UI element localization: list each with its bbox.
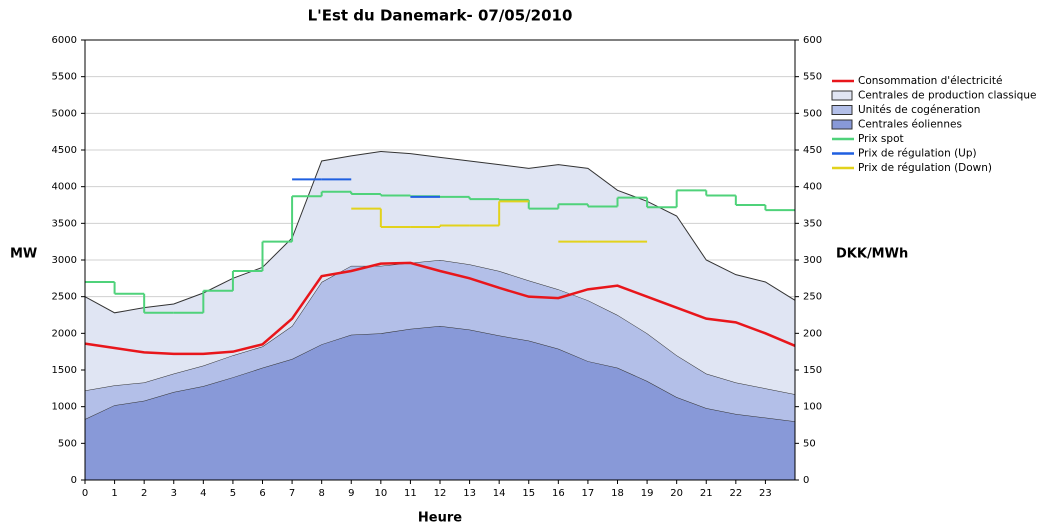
x-tick-label: 13	[463, 488, 476, 499]
y2-tick-label: 150	[803, 365, 822, 376]
line-series	[84, 261, 796, 356]
y2-tick-label: 500	[803, 108, 822, 119]
x-tick-label: 12	[434, 488, 447, 499]
y-tick-label: 500	[58, 438, 77, 449]
y-tick-label: 3000	[52, 255, 77, 266]
x-tick-label: 8	[318, 488, 324, 499]
stacked-area	[85, 326, 795, 480]
x-tick-label: 15	[522, 488, 535, 499]
y-tick-label: 5000	[52, 108, 77, 119]
y-tick-label: 2000	[52, 328, 77, 339]
legend-swatch	[831, 119, 853, 130]
x-tick-label: 20	[670, 488, 683, 499]
x-tick-label: 23	[759, 488, 772, 499]
x-tick-label: 19	[641, 488, 654, 499]
x-tick-label: 6	[259, 488, 265, 499]
legend-label: Prix de régulation (Up)	[858, 148, 977, 160]
x-tick-label: 0	[82, 488, 88, 499]
y2-tick-label: 300	[803, 255, 822, 266]
x-tick-label: 4	[200, 488, 206, 499]
y2-axis-title: DKK/MWh	[836, 247, 908, 262]
y-tick-label: 1000	[52, 402, 77, 413]
y-tick-label: 5500	[52, 72, 77, 83]
chart-title: L'Est du Danemark- 07/05/2010	[308, 7, 573, 25]
y2-tick-label: 0	[803, 475, 809, 486]
stacked-area	[85, 151, 795, 395]
y2-tick-label: 600	[803, 35, 822, 46]
x-tick-label: 3	[171, 488, 177, 499]
legend-label: Unités de cogéneration	[858, 104, 980, 116]
y2-tick-label: 200	[803, 328, 822, 339]
y-tick-label: 3500	[52, 218, 77, 229]
y2-tick-label: 550	[803, 72, 822, 83]
x-tick-label: 9	[348, 488, 354, 499]
legend-label: Consommation d'électricité	[858, 75, 1002, 87]
legend-swatch	[831, 90, 853, 101]
x-tick-label: 17	[582, 488, 595, 499]
y2-tick-label: 100	[803, 402, 822, 413]
y-tick-label: 4500	[52, 145, 77, 156]
x-axis-title: Heure	[418, 511, 462, 526]
y-tick-label: 4000	[52, 182, 77, 193]
legend-label: Prix spot	[858, 133, 904, 145]
x-tick-label: 5	[230, 488, 236, 499]
x-tick-label: 22	[729, 488, 742, 499]
x-tick-label: 10	[374, 488, 387, 499]
y-tick-label: 6000	[52, 35, 77, 46]
lines	[84, 178, 796, 356]
x-tick-label: 1	[111, 488, 117, 499]
areas	[84, 150, 796, 480]
stacked-area	[85, 260, 795, 422]
legend-label: Centrales éoliennes	[858, 119, 962, 131]
legend-label: Prix de régulation (Down)	[858, 162, 992, 174]
legend-label: Centrales de production classique	[858, 90, 1036, 102]
y2-tick-label: 450	[803, 145, 822, 156]
x-tick-label: 7	[289, 488, 295, 499]
x-tick-label: 11	[404, 488, 417, 499]
y2-tick-label: 250	[803, 292, 822, 303]
y2-tick-label: 350	[803, 218, 822, 229]
x-tick-label: 16	[552, 488, 565, 499]
x-tick-label: 21	[700, 488, 713, 499]
x-tick-label: 14	[493, 488, 506, 499]
y-tick-label: 2500	[52, 292, 77, 303]
plot-frame	[84, 39, 796, 481]
y-tick-label: 0	[71, 475, 77, 486]
y-axis-title: MW	[10, 247, 37, 262]
x-tick-label: 18	[611, 488, 624, 499]
y-tick-label: 1500	[52, 365, 77, 376]
x-tick-label: 2	[141, 488, 147, 499]
y2-tick-label: 50	[803, 438, 816, 449]
y2-tick-label: 400	[803, 182, 822, 193]
legend-swatch	[831, 105, 853, 115]
